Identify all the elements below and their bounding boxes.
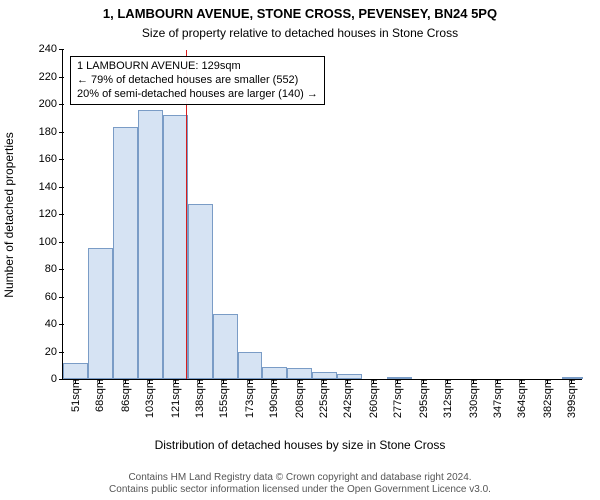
x-tick-label: 86sqm (118, 379, 132, 412)
histogram-bar (138, 110, 163, 380)
x-tick-label: 68sqm (92, 379, 106, 412)
histogram-bar (337, 374, 362, 380)
x-tick-label: 260sqm (366, 379, 380, 418)
histogram-bar (213, 314, 238, 379)
histogram-bar (63, 363, 88, 380)
chart-container: { "chart": { "type": "histogram", "backg… (0, 0, 600, 500)
y-tick-label: 140 (39, 181, 63, 193)
footer-line-1: Contains HM Land Registry data © Crown c… (0, 472, 600, 484)
x-tick-label: 225sqm (316, 379, 330, 418)
y-tick-label: 80 (45, 263, 63, 275)
annotation-box: 1 LAMBOURN AVENUE: 129sqm← 79% of detach… (70, 56, 325, 105)
x-tick-label: 364sqm (514, 379, 528, 418)
y-axis-label: Number of detached properties (2, 132, 16, 297)
footer-attribution: Contains HM Land Registry data © Crown c… (0, 472, 600, 496)
histogram-bar (387, 377, 412, 379)
histogram-bar (312, 372, 337, 379)
chart-subtitle: Size of property relative to detached ho… (0, 26, 600, 40)
y-tick-label: 60 (45, 291, 63, 303)
histogram-bar (262, 367, 287, 379)
histogram-bar (113, 127, 138, 379)
y-tick-label: 200 (39, 98, 63, 110)
x-tick-label: 208sqm (292, 379, 306, 418)
histogram-bar (287, 368, 312, 379)
x-tick-label: 51sqm (68, 379, 82, 412)
x-tick-label: 347sqm (490, 379, 504, 418)
x-tick-label: 295sqm (416, 379, 430, 418)
x-tick-label: 312sqm (440, 379, 454, 418)
x-axis-label: Distribution of detached houses by size … (0, 438, 600, 452)
y-tick-label: 240 (39, 43, 63, 55)
histogram-bar (188, 204, 213, 379)
x-tick-label: 330sqm (466, 379, 480, 418)
x-tick-label: 399sqm (564, 379, 578, 418)
x-tick-label: 155sqm (216, 379, 230, 418)
x-tick-label: 173sqm (242, 379, 256, 418)
footer-line-2: Contains public sector information licen… (0, 484, 600, 496)
chart-title: 1, LAMBOURN AVENUE, STONE CROSS, PEVENSE… (0, 6, 600, 21)
x-tick-label: 103sqm (142, 379, 156, 418)
x-tick-label: 138sqm (192, 379, 206, 418)
y-tick-label: 0 (51, 373, 63, 385)
histogram-bar (238, 352, 263, 380)
x-tick-label: 190sqm (266, 379, 280, 418)
histogram-bar (562, 377, 583, 379)
y-tick-label: 20 (45, 346, 63, 358)
y-tick-label: 160 (39, 153, 63, 165)
x-tick-label: 242sqm (340, 379, 354, 418)
annotation-line: ← 79% of detached houses are smaller (55… (77, 74, 318, 88)
y-tick-label: 120 (39, 208, 63, 220)
y-tick-label: 220 (39, 71, 63, 83)
y-tick-label: 100 (39, 236, 63, 248)
histogram-bar (88, 248, 113, 379)
x-tick-label: 277sqm (390, 379, 404, 418)
histogram-bar (163, 115, 188, 379)
x-tick-label: 121sqm (168, 379, 182, 418)
y-tick-label: 40 (45, 318, 63, 330)
x-tick-label: 382sqm (540, 379, 554, 418)
y-tick-label: 180 (39, 126, 63, 138)
annotation-line: 1 LAMBOURN AVENUE: 129sqm (77, 60, 318, 74)
annotation-line: 20% of semi-detached houses are larger (… (77, 88, 318, 102)
